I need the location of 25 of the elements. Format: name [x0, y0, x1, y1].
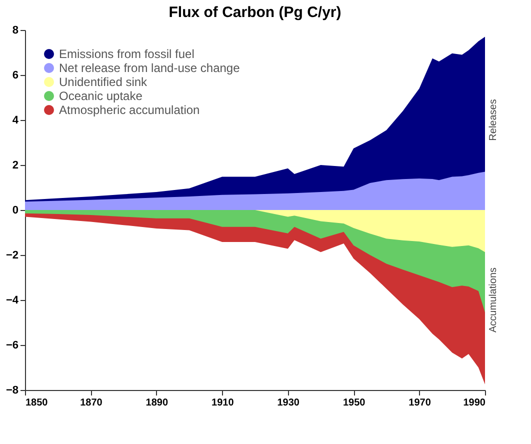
y-tick-label: −8 [6, 384, 18, 396]
x-tick-label: 1890 [146, 398, 168, 408]
legend-label: Net release from land-use change [59, 61, 240, 75]
x-tick-label: 1990 [463, 398, 486, 408]
y-tick-label: 0 [12, 204, 18, 216]
legend-label: Unidentified sink [59, 75, 148, 89]
x-tick-label: 1850 [26, 398, 48, 408]
y-tick-label: 2 [12, 160, 18, 172]
y-tick-label: 8 [12, 24, 18, 36]
text: Accumulations [488, 267, 499, 333]
x-tick-label: 1910 [212, 398, 234, 408]
x-tick-label: 1950 [342, 398, 366, 408]
y-tick-label: −6 [6, 340, 18, 352]
x-tick-label: 1930 [277, 398, 300, 408]
y-tick-label: −2 [6, 250, 18, 262]
y-tick-label: 6 [12, 70, 18, 82]
x-tick-label: 1870 [80, 398, 103, 408]
y-tick-label: −4 [6, 294, 20, 306]
x-tick-label: 1970 [408, 398, 432, 408]
text: Releases [488, 99, 499, 141]
legend-label: Emissions from fossil fuel [59, 47, 194, 61]
chart-title: Flux of Carbon (Pg C/yr) [168, 4, 342, 21]
y-tick-label: 4 [12, 114, 20, 126]
legend-label: Atmospheric accumulation [59, 103, 200, 117]
legend-label: Oceanic uptake [59, 89, 143, 103]
